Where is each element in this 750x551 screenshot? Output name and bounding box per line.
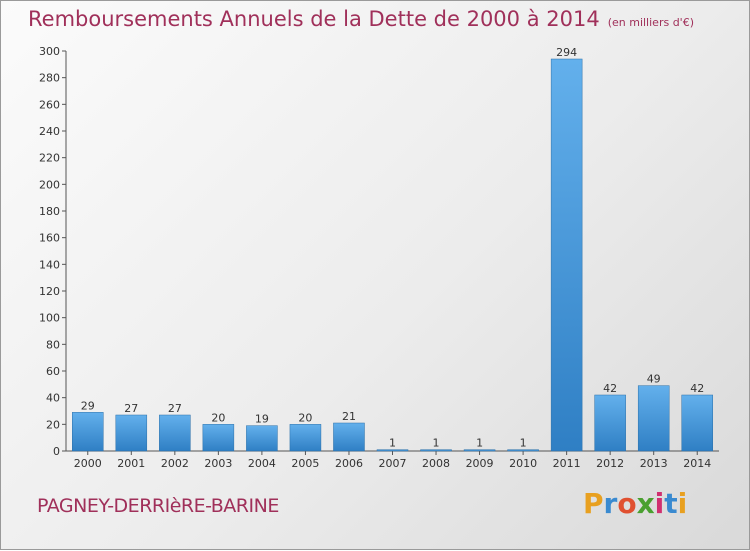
y-tick-label: 140 — [39, 258, 60, 271]
chart-title: Remboursements Annuels de la Dette de 20… — [28, 7, 694, 31]
bar-value-label: 19 — [255, 413, 269, 426]
proxiti-logo: Proxiti — [583, 487, 687, 520]
bar-value-label: 42 — [603, 382, 617, 395]
bar-value-label: 294 — [556, 46, 577, 59]
bar — [681, 394, 713, 452]
bar — [550, 58, 583, 452]
commune-name: PAGNEY-DERRIèRE-BARINE — [37, 495, 279, 517]
bar — [202, 424, 235, 452]
bar — [376, 449, 409, 452]
bar-value-label: 42 — [690, 382, 704, 395]
logo-letter: i — [654, 487, 665, 520]
bar — [333, 422, 365, 452]
x-tick-label: 2008 — [422, 457, 450, 470]
bar — [463, 449, 496, 452]
logo-letter: r — [603, 487, 618, 520]
bar — [420, 449, 452, 452]
bar — [115, 414, 148, 452]
logo-letter: x — [636, 487, 655, 520]
x-tick-label: 2009 — [466, 457, 494, 470]
x-tick-label: 2006 — [335, 457, 363, 470]
bar — [159, 414, 191, 452]
bar-value-label: 49 — [647, 373, 661, 386]
y-tick-label: 280 — [39, 72, 60, 85]
bar — [507, 449, 539, 452]
x-tick-label: 2012 — [596, 457, 624, 470]
y-tick-label: 260 — [39, 98, 60, 111]
bar-value-label: 20 — [211, 411, 225, 424]
y-tick-label: 240 — [39, 125, 60, 138]
x-tick-label: 2014 — [683, 457, 711, 470]
chart-title-text: Remboursements Annuels de la Dette de 20… — [28, 7, 600, 31]
x-tick-label: 2007 — [379, 457, 407, 470]
x-tick-label: 2010 — [509, 457, 537, 470]
y-tick-label: 220 — [39, 152, 60, 165]
y-tick-label: 120 — [39, 285, 60, 298]
x-tick-label: 2002 — [161, 457, 189, 470]
bar — [289, 424, 322, 452]
bar — [72, 412, 104, 452]
bar — [594, 394, 626, 452]
x-tick-label: 2011 — [553, 457, 581, 470]
logo-letter: i — [677, 487, 688, 520]
logo-letter: P — [583, 487, 604, 520]
bar-value-label: 1 — [389, 437, 396, 450]
x-tick-label: 2005 — [291, 457, 319, 470]
bar-value-label: 27 — [168, 402, 182, 415]
y-tick-label: 160 — [39, 232, 60, 245]
chart-unit: (en milliers d'€) — [607, 16, 694, 29]
y-tick-label: 40 — [46, 392, 60, 405]
x-tick-label: 2003 — [204, 457, 232, 470]
y-tick-label: 80 — [46, 338, 60, 351]
bar-value-label: 1 — [476, 437, 483, 450]
bar-value-label: 21 — [342, 410, 356, 423]
bar-value-label: 1 — [433, 437, 440, 450]
y-tick-label: 180 — [39, 205, 60, 218]
logo-letter: t — [664, 487, 678, 520]
y-tick-label: 20 — [46, 418, 60, 431]
logo-letter: o — [617, 487, 637, 520]
x-tick-label: 2000 — [74, 457, 102, 470]
bar-value-label: 27 — [124, 402, 138, 415]
bar-value-label: 20 — [298, 411, 312, 424]
y-tick-label: 0 — [53, 445, 60, 458]
y-tick-label: 300 — [39, 45, 60, 58]
bar — [637, 385, 670, 452]
x-tick-label: 2004 — [248, 457, 276, 470]
y-tick-label: 60 — [46, 365, 60, 378]
bar-value-label: 1 — [520, 437, 527, 450]
y-tick-label: 100 — [39, 312, 60, 325]
bar — [246, 425, 278, 452]
x-tick-label: 2013 — [640, 457, 668, 470]
bar-value-label: 29 — [81, 399, 95, 412]
y-tick-label: 200 — [39, 178, 60, 191]
x-tick-label: 2001 — [117, 457, 145, 470]
